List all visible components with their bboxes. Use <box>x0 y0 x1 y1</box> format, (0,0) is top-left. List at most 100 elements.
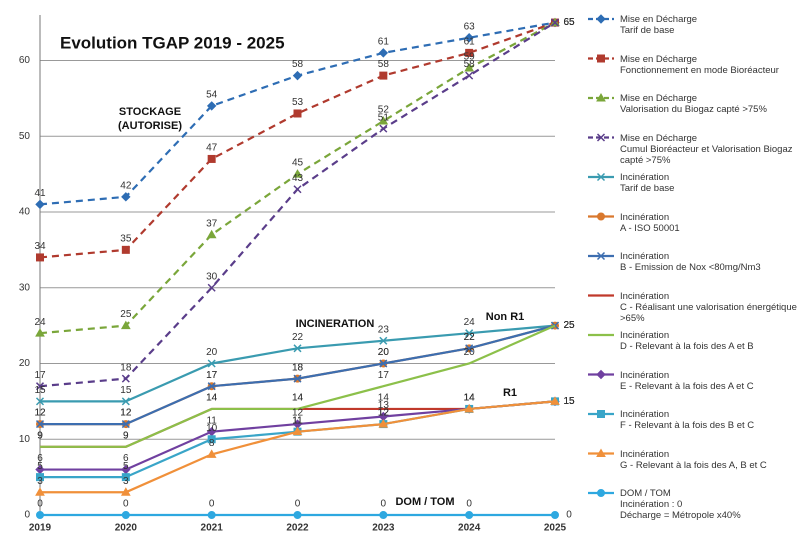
marker <box>378 116 389 125</box>
data-label: 53 <box>292 97 304 108</box>
y-tick-label: 20 <box>19 358 31 369</box>
legend-entry: DOM / TOM Incinération : 0 Décharge = Mé… <box>620 488 741 521</box>
marker <box>207 435 216 444</box>
marker <box>378 48 389 58</box>
data-label: 12 <box>34 408 46 419</box>
legend-entry: Incinération G - Relevant à la fois des … <box>620 448 767 471</box>
data-label: 0 <box>209 499 215 510</box>
data-label: 17 <box>378 370 390 381</box>
marker <box>207 154 216 163</box>
series: 0 0 0 0 0 0 0 <box>36 499 572 521</box>
marker <box>550 18 560 27</box>
data-label: 0 <box>466 499 472 510</box>
y-tick-label: 40 <box>19 207 31 218</box>
marker <box>465 48 474 57</box>
data-label: 11 <box>292 415 303 426</box>
data-label: 35 <box>120 233 132 244</box>
marker <box>596 92 606 102</box>
marker <box>207 359 216 368</box>
marker <box>465 344 474 353</box>
data-label: 22 <box>292 332 304 343</box>
data-label: 8 <box>209 438 215 449</box>
marker <box>292 169 303 178</box>
data-label: 52 <box>378 105 390 116</box>
marker <box>597 212 605 221</box>
series: 17 18 30 43 51 58 65 <box>34 17 575 391</box>
legend-entry: Incinération E - Relevant à la fois des … <box>620 369 754 392</box>
marker <box>36 511 44 519</box>
marker <box>207 382 216 391</box>
marker <box>293 511 302 519</box>
data-label: 15 <box>563 396 575 407</box>
data-label: 18 <box>292 362 304 373</box>
marker <box>464 63 475 72</box>
marker <box>120 320 131 330</box>
series: 12 12 17 18 20 22 25 <box>34 320 575 429</box>
series-line <box>40 324 556 448</box>
data-label: 12 <box>120 408 132 419</box>
data-label: 15 <box>120 385 132 396</box>
data-label: 12 <box>292 408 304 419</box>
y-tick-label: 10 <box>19 434 31 445</box>
marker <box>292 426 303 436</box>
x-tick-label: 2023 <box>372 523 395 534</box>
data-label: 17 <box>206 370 218 381</box>
annotation: DOM / TOM <box>395 496 454 508</box>
series: 24 25 37 45 52 59 65 <box>34 17 575 337</box>
legend-entry: Mise en Décharge Valorisation du Biogaz … <box>620 93 767 115</box>
data-label: 11 <box>206 415 217 426</box>
data-label: 61 <box>464 37 476 48</box>
data-label: 20 <box>378 347 390 358</box>
marker <box>35 382 45 391</box>
annotation: Non R1 <box>486 311 525 323</box>
data-label: 3 <box>37 476 43 487</box>
marker <box>596 448 606 457</box>
marker <box>36 473 44 482</box>
legend-entry: Incinération B - Emission de Nox <80mg/N… <box>620 251 761 273</box>
data-label: 0 <box>381 499 387 510</box>
marker <box>292 70 303 81</box>
data-label: 59 <box>464 52 476 63</box>
annotation: R1 <box>503 387 517 399</box>
data-label: 25 <box>563 320 575 331</box>
data-label: 24 <box>464 317 476 328</box>
data-label: 17 <box>206 370 218 381</box>
marker <box>378 419 389 428</box>
data-label: 65 <box>563 17 575 28</box>
data-label: 17 <box>34 370 46 381</box>
y-tick-label: 50 <box>19 131 31 142</box>
marker <box>379 124 388 133</box>
marker <box>464 403 475 413</box>
data-label: 61 <box>378 37 390 48</box>
marker <box>35 487 45 496</box>
series: 12 12 17 18 20 22 25 <box>34 320 575 429</box>
annotation: STOCKAGE (AUTORISE) <box>118 106 182 132</box>
data-label: 12 <box>378 408 390 419</box>
marker <box>596 133 606 142</box>
data-label: 22 <box>464 332 476 343</box>
data-label: 14 <box>464 393 476 404</box>
data-label: 6 <box>37 453 43 464</box>
marker <box>465 71 474 80</box>
data-label: 41 <box>34 188 46 199</box>
marker <box>596 14 606 24</box>
legend-entry: Incinération D - Relevant à la fois des … <box>620 330 754 352</box>
marker <box>596 251 606 261</box>
series: 15 15 20 22 23 24 25 <box>34 317 575 406</box>
data-label: 25 <box>563 320 575 331</box>
data-label: 14 <box>464 393 476 404</box>
marker <box>596 369 606 380</box>
data-label: 51 <box>378 112 390 123</box>
marker <box>35 397 45 406</box>
data-label: 37 <box>206 218 218 229</box>
marker <box>379 71 388 80</box>
data-label: 10 <box>206 423 218 434</box>
data-label: 12 <box>34 408 46 419</box>
marker <box>597 54 605 63</box>
data-label: 11 <box>292 415 303 426</box>
marker <box>596 172 606 182</box>
marker <box>120 487 131 496</box>
marker <box>293 109 302 118</box>
